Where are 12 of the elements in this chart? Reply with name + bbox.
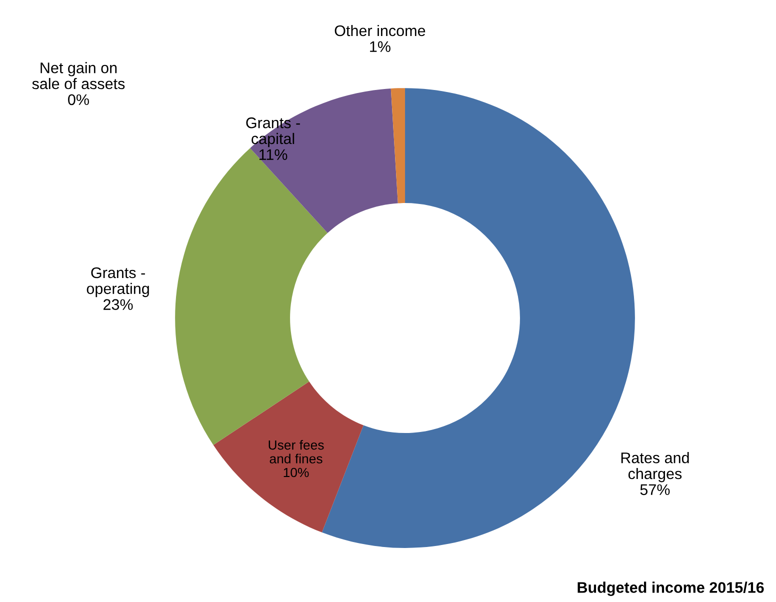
data-label: 10% bbox=[284, 468, 309, 478]
data-label: 23% bbox=[104, 299, 133, 310]
data-label: 11% bbox=[259, 149, 288, 160]
data-label: 1% bbox=[370, 41, 390, 52]
category-label: Net gain on sale of assets bbox=[32, 62, 125, 90]
slice-label: Grants - operating bbox=[86, 267, 149, 298]
slice-label: Rates and charges bbox=[621, 452, 689, 482]
data-label: 57% bbox=[640, 484, 670, 496]
slice-label: User fees and fines bbox=[268, 440, 324, 464]
slice-label: Other income bbox=[334, 24, 426, 36]
text: 0% bbox=[68, 94, 89, 106]
text: Budgeted income 2015/16 bbox=[578, 582, 764, 596]
